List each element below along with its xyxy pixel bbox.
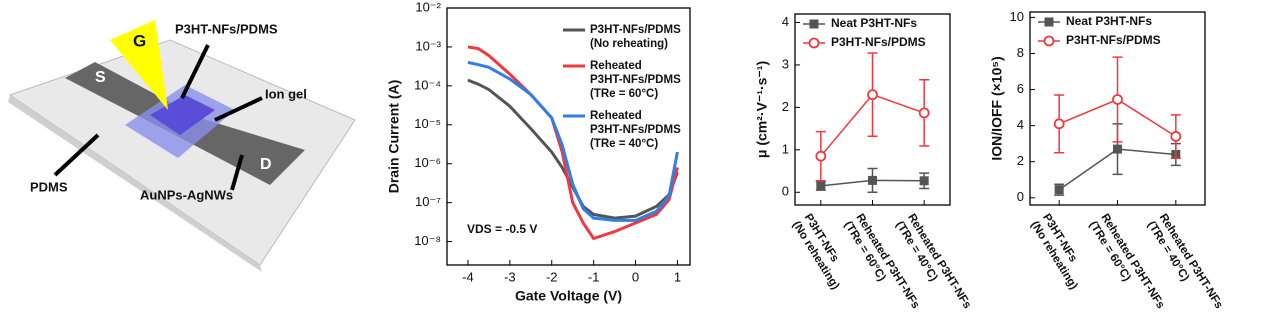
y-tick-label: 10⁻⁵ <box>414 116 441 131</box>
y-tick-label: 4 <box>1017 117 1024 132</box>
label: G <box>133 31 146 50</box>
legend-label: P3HT-NFs/PDMS <box>831 35 926 49</box>
y-tick-label: 4 <box>782 14 789 29</box>
marker <box>1053 118 1065 130</box>
y-axis-label: ION/IOFF (×10⁵) <box>989 56 1005 160</box>
y-tick-label: 2 <box>1017 153 1024 168</box>
label: S <box>95 69 106 86</box>
data-line <box>467 60 679 222</box>
y-tick-label: 3 <box>782 56 789 71</box>
marker <box>1170 131 1182 142</box>
x-tick-label: Reheated P3HT-NFs(TRe = 60°C) <box>842 212 922 313</box>
legend-label: P3HT-NFs/PDMS <box>1066 33 1161 47</box>
x-tick-label: -4 <box>462 269 474 284</box>
marker <box>918 107 930 119</box>
marker <box>867 89 878 101</box>
legend-marker <box>808 37 820 49</box>
legend-label: P3HT-NFs/PDMS (No reheating) <box>590 24 681 50</box>
y-tick-label: 0 <box>1017 189 1024 204</box>
plot-frame <box>446 7 691 266</box>
legend-marker <box>1044 17 1054 27</box>
marker <box>868 175 877 185</box>
legend-label: Neat P3HT-NFs <box>831 16 917 30</box>
x-tick-label: 0 <box>632 269 639 284</box>
x-tick-label: -1 <box>588 269 600 284</box>
legend-label: Reheated P3HT-NFs/PDMS (TRe = 40°C) <box>590 110 681 150</box>
y-tick-label: 2 <box>782 99 789 114</box>
x-tick-label: P3HT-NFs(No reheating) <box>1028 212 1091 292</box>
substrate-edge <box>8 95 262 272</box>
legend-label: Neat P3HT-NFs <box>1066 14 1152 28</box>
y-tick-label: 10⁻⁴ <box>414 77 441 92</box>
y-tick-label: 10⁻² <box>415 0 441 14</box>
legend-marker <box>809 19 819 29</box>
y-tick-label: 10⁻³ <box>415 38 441 53</box>
y-tick-label: 8 <box>1017 45 1024 60</box>
label: PDMS <box>30 179 68 194</box>
x-tick-label: 1 <box>674 269 681 284</box>
marker <box>815 150 827 162</box>
label: AuNPs-AgNWs <box>140 187 233 202</box>
y-tick-label: 10⁻⁸ <box>414 233 441 248</box>
legend-label: Reheated P3HT-NFs/PDMS (TRe = 60°C) <box>590 60 681 100</box>
data-line <box>467 45 679 241</box>
label: D <box>260 156 272 173</box>
y-tick-label: 10 <box>1010 9 1024 24</box>
channel-film <box>150 95 215 135</box>
y-tick-label: 1 <box>782 141 789 156</box>
arrows <box>53 44 263 191</box>
gate-probe <box>110 20 168 110</box>
marker <box>919 176 929 186</box>
marker <box>1113 144 1122 154</box>
y-tick-label: 6 <box>1017 81 1024 96</box>
x-tick-label: -2 <box>546 269 558 284</box>
x-axis-label: Gate Voltage (V) <box>515 288 622 304</box>
y-tick-label: 0 <box>782 184 789 199</box>
x-tick-label: -3 <box>504 269 516 284</box>
marker <box>1054 185 1064 195</box>
annotation: VDS = -0.5 V <box>467 222 537 236</box>
marker <box>1112 94 1123 105</box>
marker <box>816 181 826 191</box>
label: Ion gel <box>265 86 307 101</box>
device-schematic: G P3HT-NFs/PDMS S Ion gel D PDMS AuNPs-A… <box>8 20 356 272</box>
label: P3HT-NFs/PDMS <box>175 21 278 36</box>
y-axis-label: Drain Current (A) <box>386 80 402 194</box>
y-tick-label: 10⁻⁶ <box>414 155 441 170</box>
y-tick-label: 10⁻⁷ <box>415 194 441 209</box>
y-axis-label: μ (cm²·V⁻¹·s⁻¹) <box>754 61 770 158</box>
legend-marker <box>1043 35 1055 47</box>
